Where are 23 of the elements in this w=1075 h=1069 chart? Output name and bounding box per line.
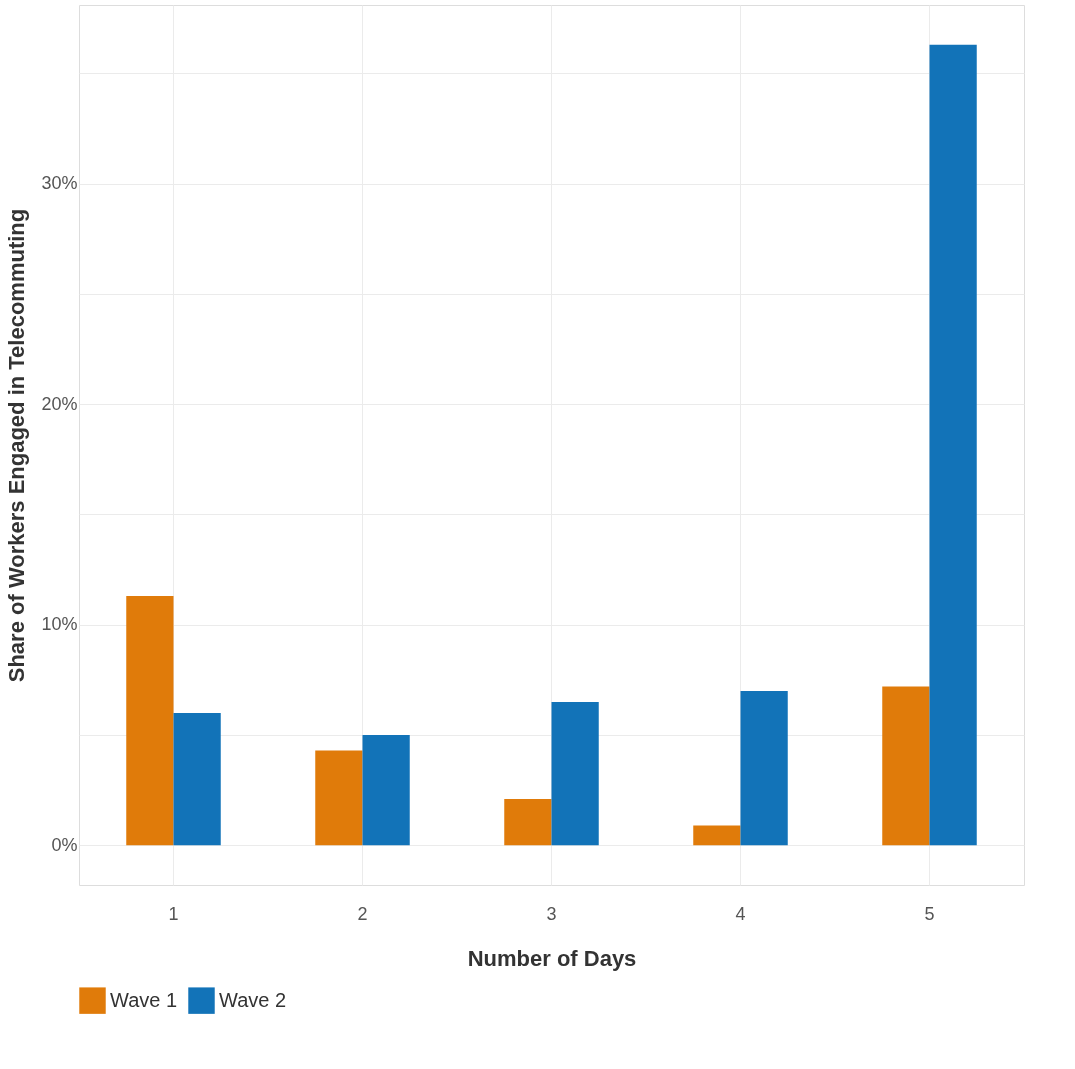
x-tick-label: 5	[924, 903, 935, 924]
bar	[693, 825, 741, 846]
y-tick-label: 20%	[41, 393, 78, 414]
y-tick-label: 10%	[41, 614, 78, 635]
bar	[551, 701, 599, 846]
bar	[929, 44, 977, 846]
legend-label: Wave 1	[110, 988, 178, 1011]
bar	[362, 735, 410, 846]
bar	[315, 750, 363, 846]
legend-label: Wave 2	[219, 988, 287, 1011]
x-tick-label: 3	[546, 903, 557, 924]
y-axis-title: Share of Workers Engaged in Telecommuting	[4, 208, 30, 683]
x-tick-label: 4	[735, 903, 746, 924]
bar	[126, 596, 174, 846]
y-tick-label: 30%	[41, 173, 78, 194]
y-tick-label: 0%	[51, 834, 78, 855]
bar	[882, 686, 930, 846]
x-tick-label: 2	[357, 903, 368, 924]
x-axis-title: Number of Days	[467, 945, 637, 971]
x-tick-label: 1	[168, 903, 179, 924]
bar	[740, 690, 788, 846]
bar	[173, 712, 221, 846]
bar	[504, 798, 552, 846]
